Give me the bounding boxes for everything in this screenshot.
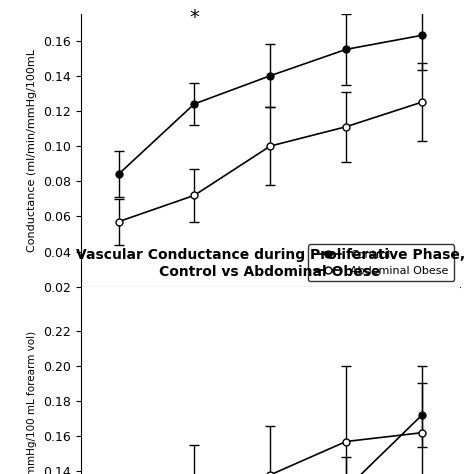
Y-axis label: Conductance (ml/min/mmHg/100mL: Conductance (ml/min/mmHg/100mL xyxy=(27,49,37,252)
Legend: Control, Abdominal Obese: Control, Abdominal Obese xyxy=(308,244,454,281)
X-axis label: Worload (Watts): Worload (Watts) xyxy=(206,322,334,336)
Text: *: * xyxy=(190,8,199,27)
Title: Vascular Conductance during Proliferative Phase,
Control vs Abdominal Obese: Vascular Conductance during Proliferativ… xyxy=(76,248,465,279)
Y-axis label: ml/min/mmHg/100 mL forearm vol): ml/min/mmHg/100 mL forearm vol) xyxy=(27,331,37,474)
